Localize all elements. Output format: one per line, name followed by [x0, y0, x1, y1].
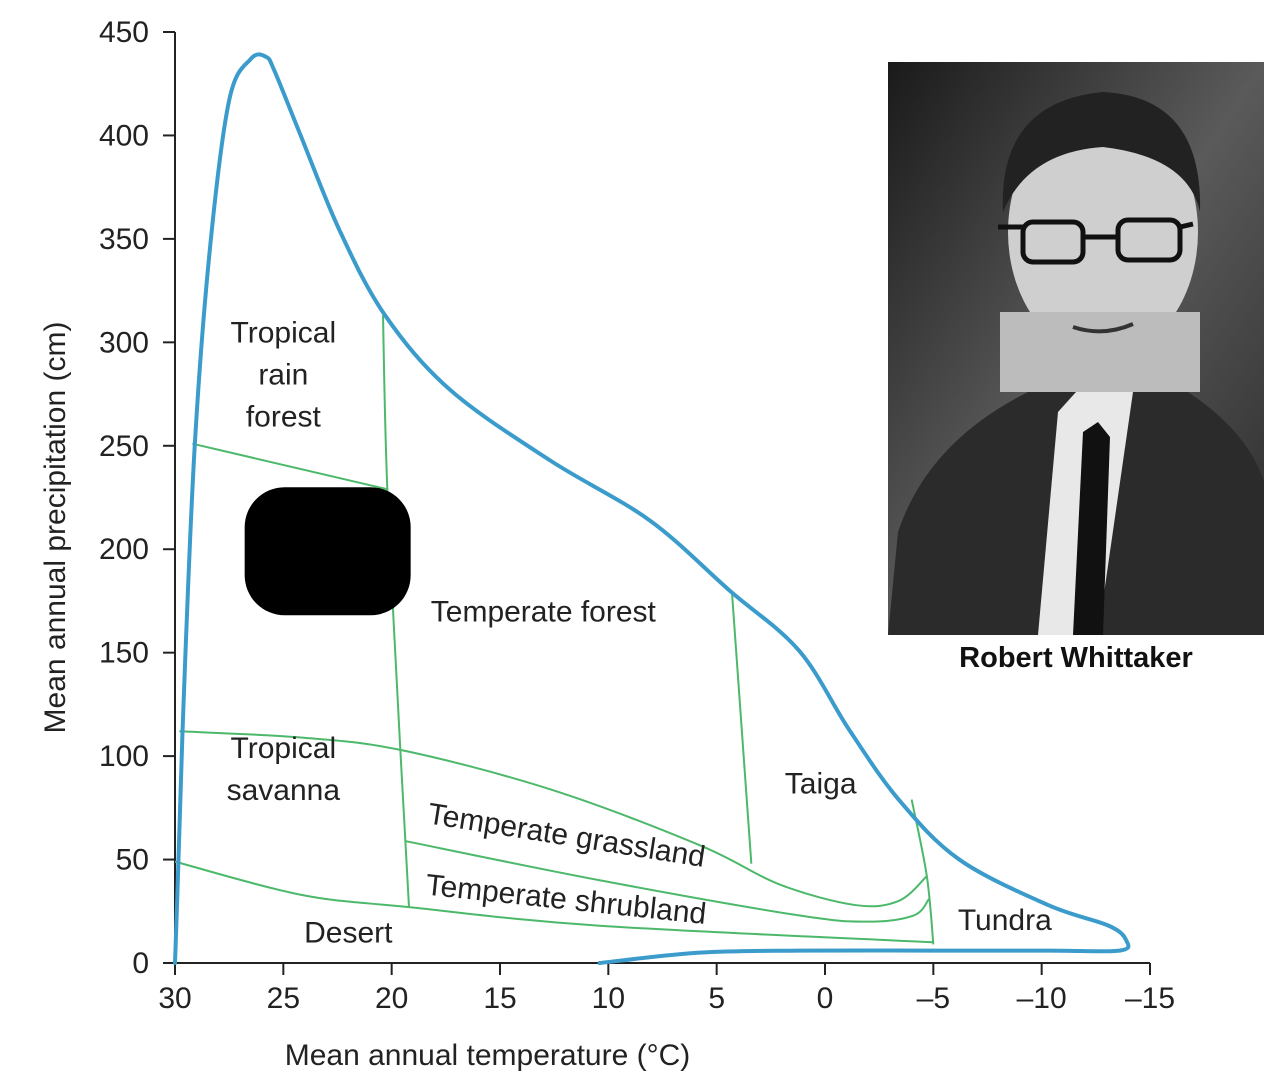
- y-tick-label: 200: [99, 533, 149, 566]
- x-tick-label: 0: [817, 982, 834, 1015]
- biome-label-temperate-grassland: Temperate grassland: [426, 797, 708, 873]
- portrait-photo: [888, 62, 1264, 635]
- biome-boundary: [404, 839, 930, 923]
- y-tick-label: 350: [99, 223, 149, 256]
- biome-label-line: Tropical: [231, 732, 337, 765]
- y-tick-label: 300: [99, 326, 149, 359]
- x-tick-label: –5: [917, 982, 950, 1015]
- x-tick-label: 20: [375, 982, 408, 1015]
- y-tick-label: 50: [116, 844, 149, 877]
- biome-label-line: forest: [246, 400, 322, 433]
- x-tick-label: –15: [1125, 982, 1175, 1015]
- biome-label-temperate-forest: Temperate forest: [431, 596, 657, 629]
- biome-label-line: Temperate shrubland: [424, 869, 708, 931]
- x-tick-label: 5: [708, 982, 725, 1015]
- portrait-silhouette-icon: [888, 62, 1264, 635]
- biome-label-tundra: Tundra: [958, 904, 1052, 937]
- biome-boundary: [179, 730, 928, 908]
- y-tick-label: 250: [99, 430, 149, 463]
- biome-boundary: [192, 442, 388, 491]
- biome-label-line: Tundra: [958, 904, 1052, 937]
- biome-boundary: [174, 860, 934, 944]
- photo-caption: Robert Whittaker: [959, 642, 1193, 674]
- x-tick-label: 30: [158, 982, 191, 1015]
- x-tick-label: 10: [592, 982, 625, 1015]
- biome-label-line: Desert: [304, 916, 393, 949]
- y-tick-label: 0: [132, 947, 149, 980]
- climate-envelope-outline: [173, 52, 1131, 965]
- biome-label-line: rain: [258, 358, 308, 391]
- biome-label-desert: Desert: [304, 916, 393, 949]
- biome-label-line: Taiga: [785, 767, 857, 800]
- x-axis-label: Mean annual temperature (°C): [285, 1039, 691, 1072]
- y-tick-label: 100: [99, 740, 149, 773]
- biome-boundary: [382, 315, 410, 908]
- biome-label-line: Temperate forest: [431, 596, 657, 629]
- biome-label-taiga: Taiga: [785, 767, 857, 800]
- x-tick-label: –10: [1017, 982, 1067, 1015]
- x-tick-label: 25: [267, 982, 300, 1015]
- biome-boundary: [730, 590, 753, 864]
- biome-label-line: Tropical: [231, 316, 337, 349]
- y-axis-label: Mean annual precipitation (cm): [39, 322, 72, 734]
- x-tick-label: 15: [483, 982, 516, 1015]
- y-tick-label: 400: [99, 119, 149, 152]
- y-tick-label: 150: [99, 637, 149, 670]
- y-tick-label: 450: [99, 16, 149, 49]
- redaction-blob: [244, 487, 411, 616]
- biome-label-line: Temperate grassland: [426, 797, 708, 873]
- biome-label-line: savanna: [227, 774, 341, 807]
- biome-label-tropical-rain-forest: Tropical rain forest: [231, 316, 337, 433]
- biome-label-tropical-savanna: Tropical savanna: [227, 732, 341, 807]
- biome-label-temperate-shrubland: Temperate shrubland: [424, 869, 708, 931]
